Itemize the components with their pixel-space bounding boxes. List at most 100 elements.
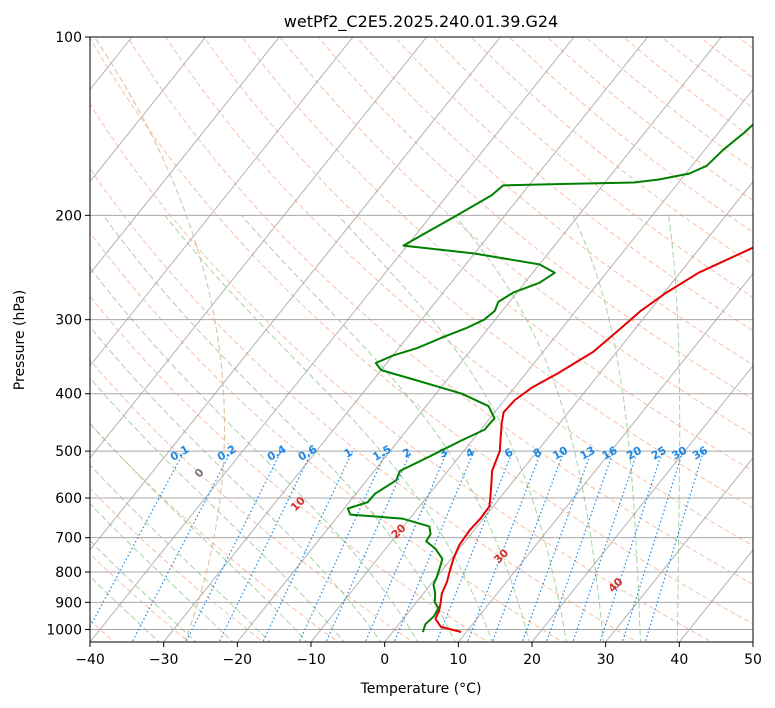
profile-lines: [346, 123, 753, 633]
mixing-ratio-line: [466, 450, 542, 642]
mixing-ratio-label: 4: [463, 445, 476, 460]
isotherm-line: [236, 37, 722, 642]
x-tick-label: −30: [149, 652, 179, 668]
dry-adiabat: [90, 167, 638, 642]
mixing-ratio-line: [491, 450, 565, 642]
y-axis-label: Pressure (hPa): [12, 290, 28, 390]
moist-adiabat: [90, 539, 197, 642]
isotherm-line: [678, 549, 753, 642]
x-tick-label: 50: [744, 652, 762, 668]
moist-adiabat: [102, 215, 456, 642]
y-tick-label: 100: [55, 30, 82, 46]
moist-adiabat: [572, 215, 641, 642]
moist-adiabat: [90, 266, 419, 642]
temperature-line: [434, 246, 753, 633]
mixing-ratio-line: [325, 450, 412, 642]
mixing-ratio-line: [218, 450, 313, 642]
mixing-ratio-label: 0.1: [168, 443, 191, 464]
x-tick-label: 0: [380, 652, 389, 668]
dry-adiabat-label: 0: [192, 466, 207, 481]
background-labels: 0.10.20.40.611.52346810131620253036-100-…: [90, 404, 710, 595]
axes: −40 −30 −20 −10 0 10 20 30 40 5010020030040050060…: [46, 30, 762, 668]
mixing-ratio-label: 1: [342, 446, 355, 461]
dry-adiabat: [203, 37, 753, 509]
y-tick-label: 400: [55, 387, 82, 403]
x-tick-label: −20: [223, 652, 253, 668]
y-tick-label: 700: [55, 531, 82, 547]
dry-adiabat: [127, 37, 753, 585]
isotherm-line: [310, 88, 753, 642]
mixing-ratio-label: 13: [578, 444, 598, 463]
x-axis-label: Temperature (°C): [360, 681, 482, 697]
mixing-ratio-label: 30: [670, 444, 690, 463]
chart-title: wetPf2_C2E5.2025.240.01.39.G24: [284, 12, 558, 32]
isotherm-line: [90, 37, 207, 183]
mixing-ratio-label: 25: [649, 444, 669, 463]
mixing-ratio-label: 6: [502, 445, 515, 460]
dry-adiabat: [355, 37, 753, 366]
mixing-ratio-line: [644, 450, 705, 642]
mixing-ratio-label: 2: [400, 446, 413, 461]
x-tick-label: −10: [296, 652, 326, 668]
moist-adiabat: [90, 464, 271, 642]
dewpoint-line: [346, 123, 753, 633]
isotherm-line: [531, 364, 753, 642]
moist-adiabat: [164, 214, 493, 642]
moist-adiabat: [90, 326, 382, 642]
dry-adiabat: [317, 37, 753, 401]
dry-adiabat: [90, 487, 265, 642]
y-tick-label: 800: [55, 565, 82, 581]
dry-adiabat-label: 10: [288, 494, 308, 514]
mixing-ratio-label: 16: [600, 444, 620, 463]
mixing-ratio-line: [90, 450, 185, 629]
dry-adiabat-label: 20: [389, 521, 409, 541]
isotherm-line: [90, 37, 575, 642]
dry-adiabat: [699, 37, 753, 79]
dry-adiabat: [90, 37, 753, 625]
mixing-ratio-label: 0.6: [296, 442, 320, 463]
mixing-ratio-line: [599, 450, 663, 642]
isotherm-line: [90, 37, 501, 551]
dry-adiabat: [90, 102, 713, 642]
dry-adiabat: [546, 37, 753, 201]
dry-adiabat: [508, 37, 753, 233]
mixing-ratio-label: 1.5: [370, 443, 393, 464]
mixing-ratio-label: 20: [624, 444, 644, 463]
mixing-ratio-line: [185, 450, 282, 642]
y-tick-label: 1000: [46, 622, 82, 638]
curved-isopleth: [93, 37, 226, 641]
background-lines: [0, 24, 775, 645]
dry-adiabat: [90, 359, 414, 642]
dry-adiabat: [432, 37, 753, 298]
dry-adiabat: [737, 37, 753, 50]
mixing-ratio-label: 10: [550, 444, 570, 463]
mixing-ratio-line: [621, 450, 684, 642]
moist-adiabat: [90, 575, 160, 642]
isotherm-line: [457, 272, 753, 642]
dry-adiabat: [622, 37, 753, 139]
dry-adiabat: [470, 37, 753, 266]
moist-adiabat: [454, 214, 605, 642]
isotherm-line: [90, 37, 428, 459]
y-tick-label: 200: [55, 208, 82, 224]
isotherm-line: [0, 24, 69, 645]
dry-adiabat: [90, 295, 489, 642]
mixing-ratio-line: [435, 450, 514, 642]
isotherm-line: [752, 641, 753, 642]
mixing-ratio-line: [364, 450, 448, 642]
mixing-ratio-label: 36: [690, 444, 710, 463]
moist-adiabat: [90, 377, 345, 642]
moist-adiabat: [337, 214, 568, 642]
dry-adiabat: [661, 37, 753, 109]
x-tick-label: 30: [597, 652, 615, 668]
x-tick-label: 20: [523, 652, 541, 668]
isotherm-line: [163, 37, 649, 642]
dry-adiabat: [762, 26, 775, 644]
dry-adiabat: [279, 37, 753, 436]
mixing-ratio-line: [131, 450, 232, 642]
y-tick-label: 500: [55, 444, 82, 460]
isotherm-line: [605, 457, 753, 642]
moist-adiabat: [90, 422, 308, 642]
dry-adiabat: [241, 37, 753, 472]
dry-adiabat-label: 30: [491, 546, 511, 566]
